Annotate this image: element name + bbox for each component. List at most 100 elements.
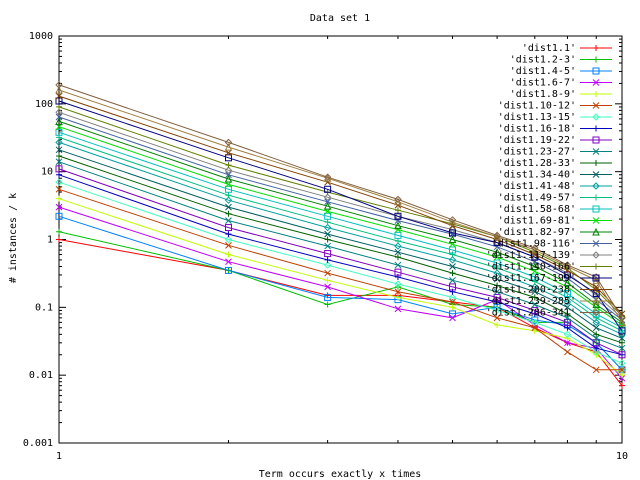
legend-label: 'dist1.239-285' xyxy=(486,296,576,307)
data-point xyxy=(224,185,232,193)
data-point xyxy=(592,148,600,155)
data-point xyxy=(564,348,571,356)
data-point xyxy=(224,138,233,147)
data-point xyxy=(324,212,332,220)
series-line xyxy=(58,95,623,315)
data-point xyxy=(493,293,501,301)
data-point xyxy=(56,171,62,178)
legend-label: 'dist1.49-57' xyxy=(498,193,576,204)
chart-title: Data set 1 xyxy=(310,13,370,24)
data-point xyxy=(225,210,232,217)
data-point xyxy=(619,382,625,389)
y-tick-label: 100 xyxy=(35,99,53,110)
data-point xyxy=(394,238,401,245)
data-point xyxy=(493,248,501,256)
data-point xyxy=(56,103,62,110)
data-point xyxy=(592,113,600,121)
data-point xyxy=(324,293,332,301)
data-point xyxy=(564,303,571,311)
data-point xyxy=(592,274,600,282)
data-point xyxy=(618,334,626,342)
data-point xyxy=(592,67,600,75)
data-point xyxy=(448,256,457,264)
series-line xyxy=(58,215,623,371)
data-point xyxy=(55,165,63,173)
data-point xyxy=(593,160,599,166)
legend-label: 'dist1.10-12' xyxy=(498,101,576,112)
data-point xyxy=(618,330,626,339)
data-point xyxy=(323,173,332,181)
data-point xyxy=(493,288,501,296)
data-point xyxy=(55,203,63,211)
data-point xyxy=(324,301,331,308)
data-point xyxy=(55,212,63,220)
data-point xyxy=(563,271,571,279)
data-point xyxy=(55,97,63,105)
y-tick-label: 1 xyxy=(47,235,53,246)
data-point xyxy=(531,288,539,296)
data-point xyxy=(224,143,233,151)
series-line xyxy=(58,136,623,332)
data-point xyxy=(224,174,233,183)
axis-ticks: 0.001 0.01 0.1 1 10 100 1000 1 10 xyxy=(23,31,628,462)
data-point xyxy=(618,366,626,374)
series-line xyxy=(58,188,622,371)
series-line xyxy=(58,100,623,332)
data-point xyxy=(224,154,232,162)
legend-label: 'dist1.23-27' xyxy=(498,147,576,158)
legend-label: 'dist1.16-18' xyxy=(498,124,576,135)
series-line xyxy=(58,155,623,344)
data-point xyxy=(592,227,600,236)
data-point xyxy=(55,81,63,89)
data-point xyxy=(225,231,232,238)
data-point xyxy=(449,263,456,270)
series-line xyxy=(58,198,623,376)
data-point xyxy=(324,185,332,193)
data-point xyxy=(56,195,62,202)
series-10 xyxy=(55,158,626,352)
legend-label: 'dist1.117-139' xyxy=(486,250,576,261)
data-point xyxy=(593,45,599,51)
data-point xyxy=(593,91,599,97)
data-point xyxy=(530,262,539,270)
data-point xyxy=(531,244,539,252)
data-point xyxy=(225,258,232,266)
data-point xyxy=(324,269,331,277)
legend-label: 'dist1.286-341' xyxy=(486,308,576,319)
data-point xyxy=(493,231,501,240)
data-point xyxy=(225,203,232,211)
data-point xyxy=(563,278,572,287)
data-point xyxy=(449,229,457,237)
data-point xyxy=(225,251,232,258)
legend-label: 'dist1.140-166' xyxy=(486,262,576,273)
data-point xyxy=(494,282,501,289)
x-tick-label: 10 xyxy=(616,451,628,462)
data-point xyxy=(618,351,626,359)
series-lines xyxy=(55,81,626,389)
series-14 xyxy=(56,134,625,334)
data-point xyxy=(448,293,457,302)
data-point xyxy=(394,305,402,313)
data-point xyxy=(55,178,63,186)
data-point xyxy=(394,195,402,204)
data-point xyxy=(592,102,600,109)
data-point xyxy=(531,301,539,308)
data-point xyxy=(324,236,331,243)
y-axis-label: # instances / k xyxy=(8,193,19,283)
data-point xyxy=(324,219,331,226)
data-point xyxy=(531,283,539,291)
data-point xyxy=(225,171,232,179)
data-point xyxy=(394,212,402,220)
data-point xyxy=(224,166,233,174)
data-point xyxy=(449,270,456,277)
data-point xyxy=(394,254,401,261)
data-point xyxy=(618,344,626,352)
data-point xyxy=(449,314,456,322)
data-point xyxy=(563,289,571,297)
series-line xyxy=(58,89,623,323)
data-point xyxy=(225,149,232,157)
data-point xyxy=(618,318,626,326)
data-point xyxy=(225,241,232,249)
series-9 xyxy=(55,165,626,359)
legend-label: 'dist1.41-48' xyxy=(498,181,576,192)
